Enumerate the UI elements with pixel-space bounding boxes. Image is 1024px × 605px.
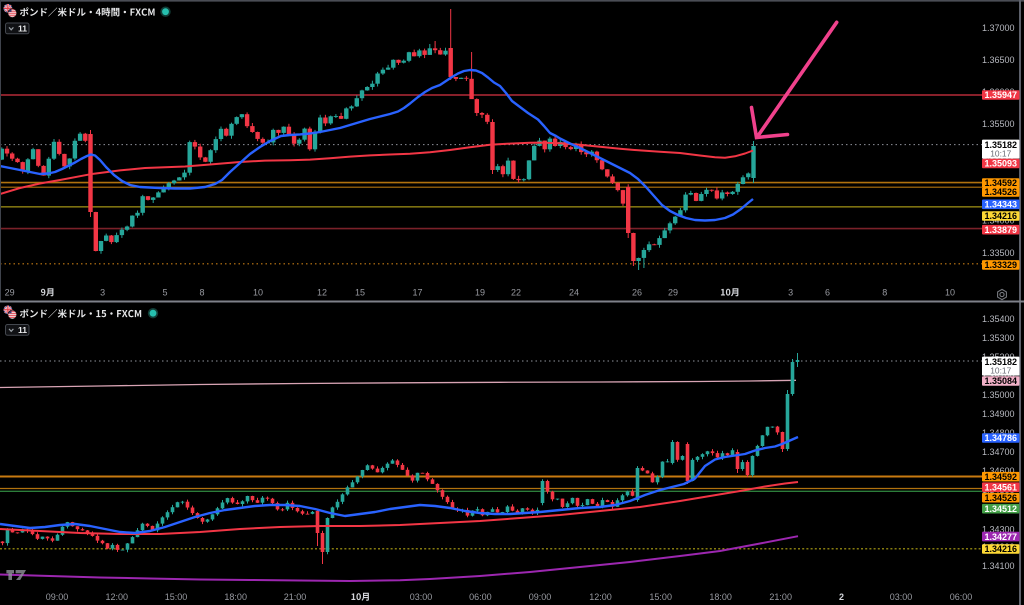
svg-text:1.35084: 1.35084 <box>985 376 1018 386</box>
svg-text:1.34526: 1.34526 <box>985 187 1018 197</box>
svg-text:18:00: 18:00 <box>709 592 732 602</box>
svg-text:1.35500: 1.35500 <box>982 119 1015 129</box>
svg-text:29: 29 <box>668 288 678 298</box>
svg-text:1.34526: 1.34526 <box>985 493 1018 503</box>
svg-text:1.35947: 1.35947 <box>985 90 1018 100</box>
svg-text:5: 5 <box>162 288 167 298</box>
svg-text:2: 2 <box>839 592 844 602</box>
svg-text:8: 8 <box>882 288 887 298</box>
svg-text:17: 17 <box>412 288 422 298</box>
svg-text:21:00: 21:00 <box>769 592 792 602</box>
svg-text:06:00: 06:00 <box>950 592 973 602</box>
svg-text:24: 24 <box>569 288 579 298</box>
svg-text:09:00: 09:00 <box>46 592 69 602</box>
svg-text:26: 26 <box>632 288 642 298</box>
svg-text:10:17: 10:17 <box>990 366 1011 376</box>
svg-text:1.34512: 1.34512 <box>985 504 1018 514</box>
svg-text:1.34277: 1.34277 <box>985 532 1018 542</box>
svg-text:15: 15 <box>355 288 365 298</box>
svg-text:1.33879: 1.33879 <box>985 225 1018 235</box>
svg-text:10:17: 10:17 <box>990 149 1011 159</box>
svg-text:19: 19 <box>475 288 485 298</box>
svg-text:1.36500: 1.36500 <box>982 55 1015 65</box>
svg-text:1.34561: 1.34561 <box>985 482 1018 492</box>
svg-text:1.34786: 1.34786 <box>985 433 1018 443</box>
svg-text:10: 10 <box>945 288 955 298</box>
svg-text:1.34300: 1.34300 <box>982 525 1015 535</box>
svg-text:12:00: 12:00 <box>589 592 612 602</box>
svg-text:1.34100: 1.34100 <box>982 561 1015 571</box>
svg-text:22: 22 <box>511 288 521 298</box>
svg-text:1.34592: 1.34592 <box>985 472 1018 482</box>
svg-text:1.34900: 1.34900 <box>982 409 1015 419</box>
svg-text:11: 11 <box>18 325 27 335</box>
svg-text:15:00: 15:00 <box>649 592 672 602</box>
svg-text:18:00: 18:00 <box>224 592 247 602</box>
svg-text:3: 3 <box>788 288 793 298</box>
svg-text:29: 29 <box>5 288 15 298</box>
svg-text:21:00: 21:00 <box>284 592 307 602</box>
svg-text:1.34216: 1.34216 <box>985 544 1018 554</box>
svg-text:1.35093: 1.35093 <box>985 159 1018 169</box>
svg-text:1.37000: 1.37000 <box>982 23 1015 33</box>
svg-text:3: 3 <box>100 288 105 298</box>
svg-text:03:00: 03:00 <box>890 592 913 602</box>
svg-text:06:00: 06:00 <box>469 592 492 602</box>
svg-text:1.34343: 1.34343 <box>985 200 1018 210</box>
svg-text:1.34592: 1.34592 <box>985 178 1018 188</box>
svg-text:6: 6 <box>825 288 830 298</box>
svg-text:1.34700: 1.34700 <box>982 447 1015 457</box>
svg-text:1.33500: 1.33500 <box>982 248 1015 258</box>
svg-text:15:00: 15:00 <box>165 592 188 602</box>
svg-text:1.35400: 1.35400 <box>982 314 1015 324</box>
svg-text:11: 11 <box>18 23 27 33</box>
svg-text:1.35182: 1.35182 <box>984 140 1017 150</box>
svg-text:1.35300: 1.35300 <box>982 333 1015 343</box>
svg-text:10: 10 <box>253 288 263 298</box>
svg-text:12: 12 <box>317 288 327 298</box>
svg-text:1.33329: 1.33329 <box>985 260 1018 270</box>
svg-text:12:00: 12:00 <box>106 592 129 602</box>
svg-text:09:00: 09:00 <box>529 592 552 602</box>
svg-text:03:00: 03:00 <box>410 592 433 602</box>
svg-text:1.35182: 1.35182 <box>984 357 1017 367</box>
svg-text:1.34600: 1.34600 <box>982 466 1015 476</box>
svg-text:8: 8 <box>199 288 204 298</box>
svg-text:1.34216: 1.34216 <box>985 211 1018 221</box>
svg-text:1.35000: 1.35000 <box>982 390 1015 400</box>
